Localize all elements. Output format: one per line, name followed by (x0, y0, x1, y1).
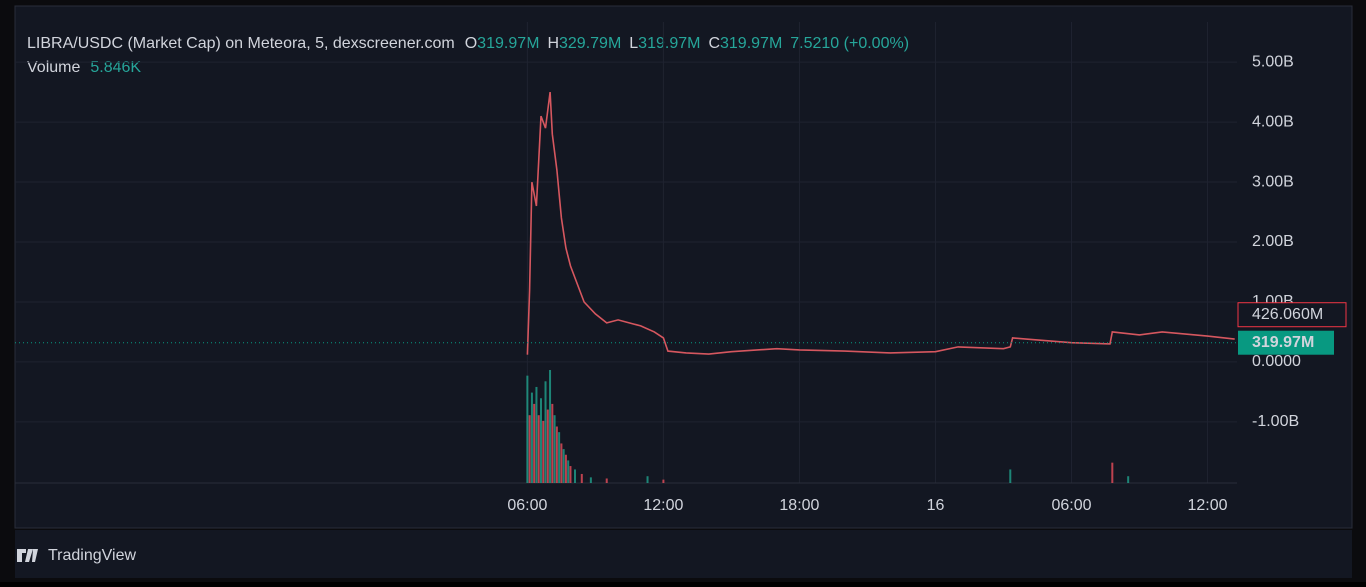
volume-label: Volume (27, 59, 80, 76)
x-tick-label: 12:00 (643, 497, 683, 514)
footer-brand: TradingView (48, 547, 136, 564)
ohlc-label: C (708, 35, 720, 52)
ohlc-value: 319.97M (477, 35, 539, 52)
volume-bar (553, 415, 556, 483)
x-tick-label: 12:00 (1188, 497, 1228, 514)
volume-bar (662, 479, 665, 483)
volume-bar (539, 398, 542, 483)
volume-bar (544, 381, 547, 483)
ohlc-value: 319.97M (720, 35, 782, 52)
x-tick-label: 06:00 (1051, 497, 1091, 514)
x-tick-label: 06:00 (507, 497, 547, 514)
volume-bar (1127, 476, 1130, 483)
volume-bar (549, 370, 552, 483)
volume-bar (562, 449, 565, 483)
volume-bar (589, 477, 592, 483)
price-label: 319.97M (1252, 334, 1314, 351)
volume-bar (537, 415, 540, 483)
price-label-bg (1237, 302, 1347, 328)
volume-bar (569, 466, 572, 483)
volume-bar (533, 403, 536, 483)
ohlc-value: 319.97M (638, 35, 700, 52)
volume-bar (542, 420, 545, 483)
volume-bar (558, 432, 561, 483)
x-tick-label: 18:00 (779, 497, 819, 514)
volume-bar (567, 460, 570, 483)
volume-bar (535, 386, 538, 483)
y-tick-label: 2.00B (1252, 233, 1294, 250)
ohlc-label: L (629, 35, 638, 52)
x-tick-label: 16 (927, 497, 945, 514)
ohlc-label: H (547, 35, 559, 52)
volume-bar (530, 392, 533, 483)
volume-bar (646, 476, 649, 483)
price-label-bg (1238, 330, 1334, 355)
brand-logo (17, 549, 38, 562)
footer-bg (15, 530, 1352, 578)
volume-bar (526, 375, 529, 483)
y-tick-label: 0.0000 (1252, 353, 1301, 370)
volume-bar (528, 415, 531, 483)
market-cap-line (526, 91, 1235, 355)
volume-legend: Volume 5.846K (27, 59, 141, 76)
volume-bar (551, 403, 554, 483)
chart-bg (14, 5, 1353, 529)
change-value: 7.5210 (+0.00%) (790, 35, 909, 52)
price-label: 426.060M (1252, 306, 1323, 323)
legend-line: LIBRA/USDC (Market Cap) on Meteora, 5, d… (27, 35, 909, 52)
volume-bar (555, 426, 558, 483)
volume-bar (573, 469, 576, 483)
volume-bar (1009, 469, 1012, 483)
chart-title: LIBRA/USDC (Market Cap) on Meteora, 5, d… (27, 35, 455, 52)
ohlc-value: 329.79M (559, 35, 621, 52)
y-tick-label: -1.00B (1252, 413, 1299, 430)
volume-bar (605, 478, 608, 483)
volume-value: 5.846K (90, 59, 141, 76)
y-tick-label: 5.00B (1252, 53, 1294, 70)
volume-bar (580, 473, 583, 483)
volume-bar (564, 454, 567, 483)
volume-bar (560, 443, 563, 483)
volume-bar (546, 409, 549, 483)
volume-bar (1111, 462, 1114, 483)
y-tick-label: 3.00B (1252, 173, 1294, 190)
legend: LIBRA/USDC (Market Cap) on Meteora, 5, d… (27, 35, 909, 76)
y-tick-label: 4.00B (1252, 113, 1294, 130)
ohlc-label: O (465, 35, 477, 52)
